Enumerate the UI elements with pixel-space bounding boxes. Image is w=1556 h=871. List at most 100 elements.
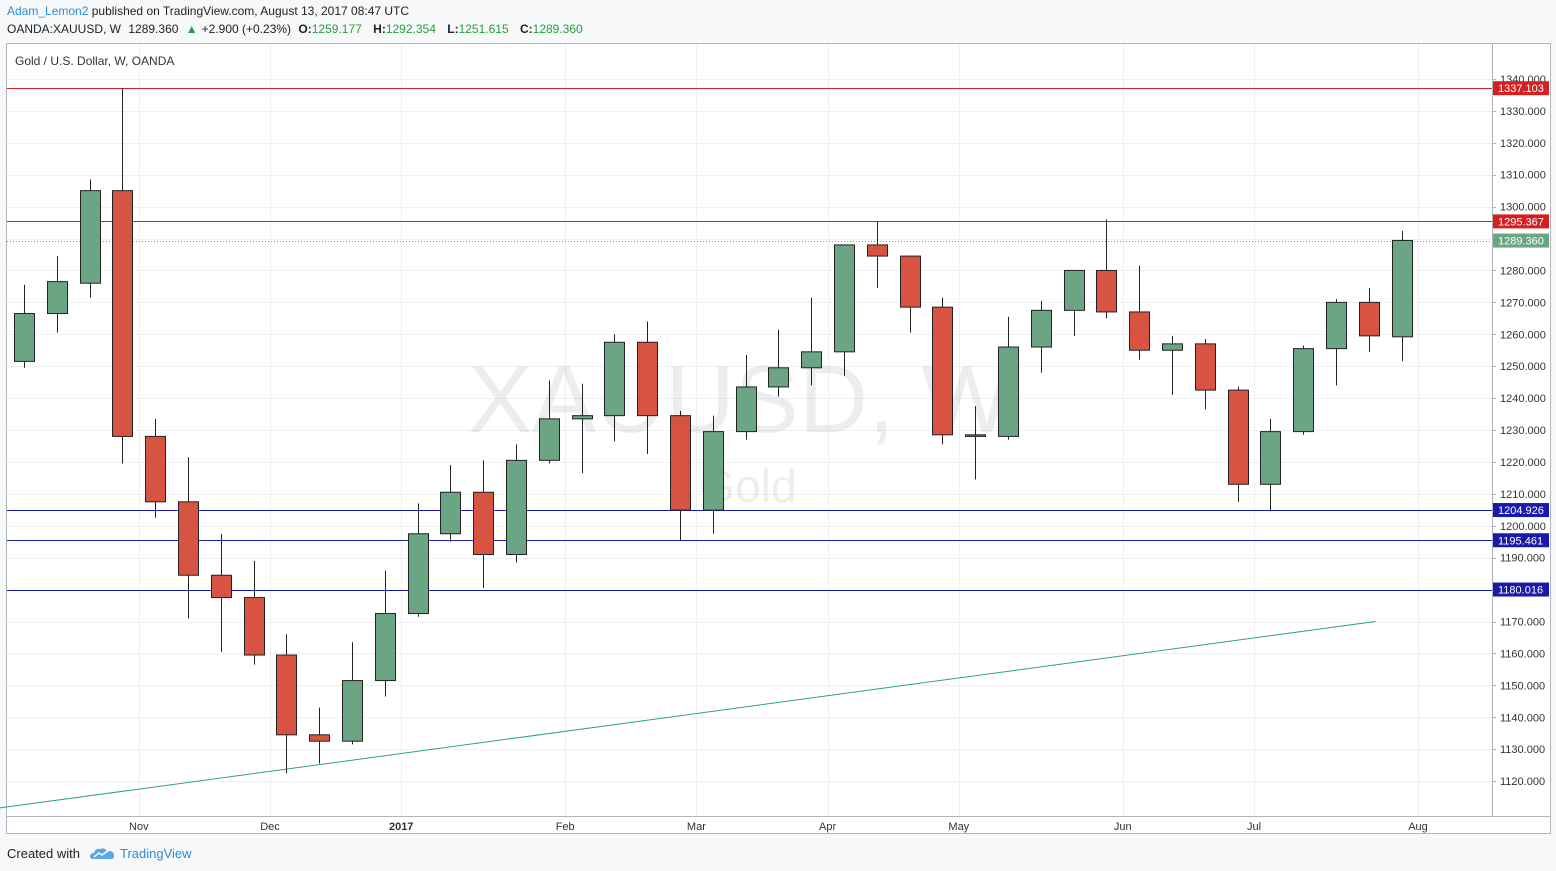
candle-body-up (572, 415, 593, 420)
footer: Created with TradingView (7, 846, 192, 861)
y-tick-label: 1220.000 (1500, 457, 1546, 469)
level-tag: 1204.926 (1498, 505, 1544, 517)
x-tick-label: Jul (1247, 821, 1261, 833)
ohlc-legend: OANDA:XAUUSD, W 1289.360 ▲ +2.900 (+0.23%… (7, 22, 591, 36)
publish-text: published on TradingView.com, August 13,… (91, 4, 410, 18)
x-tick-label: Apr (819, 821, 836, 833)
candle-body-up (703, 431, 724, 511)
candle-body-down (112, 190, 133, 437)
candle-body-down (1359, 301, 1380, 337)
y-tick-label: 1210.000 (1500, 489, 1546, 501)
candle-body-down (1228, 389, 1249, 485)
candle (1096, 219, 1117, 319)
y-tick-label: 1270.000 (1500, 297, 1546, 309)
candle (1293, 345, 1314, 435)
level-tag: 1337.103 (1498, 83, 1544, 95)
y-tick-label: 1230.000 (1500, 425, 1546, 437)
y-tick-label: 1140.000 (1500, 712, 1545, 724)
trend-line[interactable] (0, 621, 1376, 809)
candle (80, 179, 101, 298)
y-tick-label: 1150.000 (1500, 680, 1545, 692)
candle (276, 634, 297, 774)
candle (998, 316, 1019, 440)
candles (14, 88, 1413, 774)
candle-body-up (736, 386, 757, 433)
candle (1064, 269, 1085, 336)
low-value: 1251.615 (458, 22, 509, 36)
candle-body-down (211, 574, 232, 599)
tradingview-cloud-icon (89, 847, 114, 859)
candle-body-up (80, 190, 101, 284)
candle-body-down (637, 341, 658, 417)
level-tag-bg (1493, 503, 1549, 518)
candle-body-up (1326, 301, 1347, 350)
candle (1392, 230, 1413, 362)
candle-body-down (309, 734, 330, 742)
level-tag-bg (1493, 582, 1549, 597)
level-tag: 1195.461 (1498, 535, 1543, 547)
x-tick-label: Dec (260, 821, 280, 833)
low-label: L: (447, 22, 459, 36)
candle (1031, 300, 1052, 373)
candle (112, 88, 133, 464)
candle-body-up (998, 346, 1019, 437)
candle-body-down (276, 654, 297, 736)
candle (145, 418, 166, 518)
time-axis[interactable]: Nov Dec 2017 Feb Mar Apr May Jun Jul Aug (129, 821, 1428, 833)
candle-body-down (244, 597, 265, 656)
y-tick-label: 1160.000 (1500, 648, 1545, 660)
candle (932, 297, 953, 445)
candle-body-down (1195, 343, 1216, 391)
candle-body-down (473, 491, 494, 555)
candle (211, 533, 232, 652)
open-value: 1259.177 (311, 22, 362, 36)
y-tick-label: 1260.000 (1500, 329, 1546, 341)
price-axis[interactable]: 1120.000 1130.000 1140.000 1150.000 1160.000… (1492, 74, 1546, 788)
author-link[interactable]: Adam_Lemon2 (7, 4, 89, 18)
candle-body-up (506, 459, 527, 555)
close-label: C: (519, 22, 533, 36)
level-tag: 1295.367 (1498, 216, 1544, 228)
candle-body-up (408, 533, 429, 615)
x-tick-label: Aug (1408, 821, 1428, 833)
candle-body-down (1096, 269, 1117, 313)
y-tick-label: 1190.000 (1500, 553, 1545, 565)
y-tick-label: 1170.000 (1500, 617, 1545, 629)
high-value: 1292.354 (385, 22, 436, 36)
price-change: +2.900 (+0.23%) (201, 22, 292, 36)
candle (178, 457, 199, 619)
open-label: O: (298, 22, 312, 36)
candle-body-down (965, 434, 986, 437)
candle-body-down (867, 244, 888, 257)
x-tick-label: Jun (1114, 821, 1132, 833)
candle (867, 221, 888, 288)
candle (1195, 339, 1216, 410)
tradingview-link[interactable]: TradingView (119, 846, 192, 861)
candle (572, 383, 593, 474)
level-tag: 1180.016 (1498, 585, 1543, 597)
candle (703, 415, 724, 534)
y-tick-label: 1240.000 (1500, 393, 1546, 405)
candle (1326, 299, 1347, 386)
horizontal-levels[interactable] (7, 88, 1492, 591)
x-tick-label: May (948, 821, 969, 833)
candle (1228, 386, 1249, 502)
level-tag-bg (1493, 214, 1549, 229)
y-tick-label: 1120.000 (1500, 776, 1545, 788)
candle (670, 410, 691, 541)
candle (309, 707, 330, 764)
candle-body-down (932, 306, 953, 436)
candle-body-up (1162, 343, 1183, 351)
candle (539, 380, 560, 464)
up-arrow-icon: ▲ (185, 22, 198, 36)
candle (900, 255, 921, 333)
candle (1129, 265, 1150, 360)
candle-body-up (834, 244, 855, 353)
close-value: 1289.360 (532, 22, 583, 36)
y-tick-label: 1250.000 (1500, 361, 1546, 373)
candle (14, 284, 35, 368)
publish-info: Adam_Lemon2 published on TradingView.com… (7, 4, 409, 18)
candle-body-up (342, 680, 363, 742)
y-tick-label: 1280.000 (1500, 265, 1546, 277)
